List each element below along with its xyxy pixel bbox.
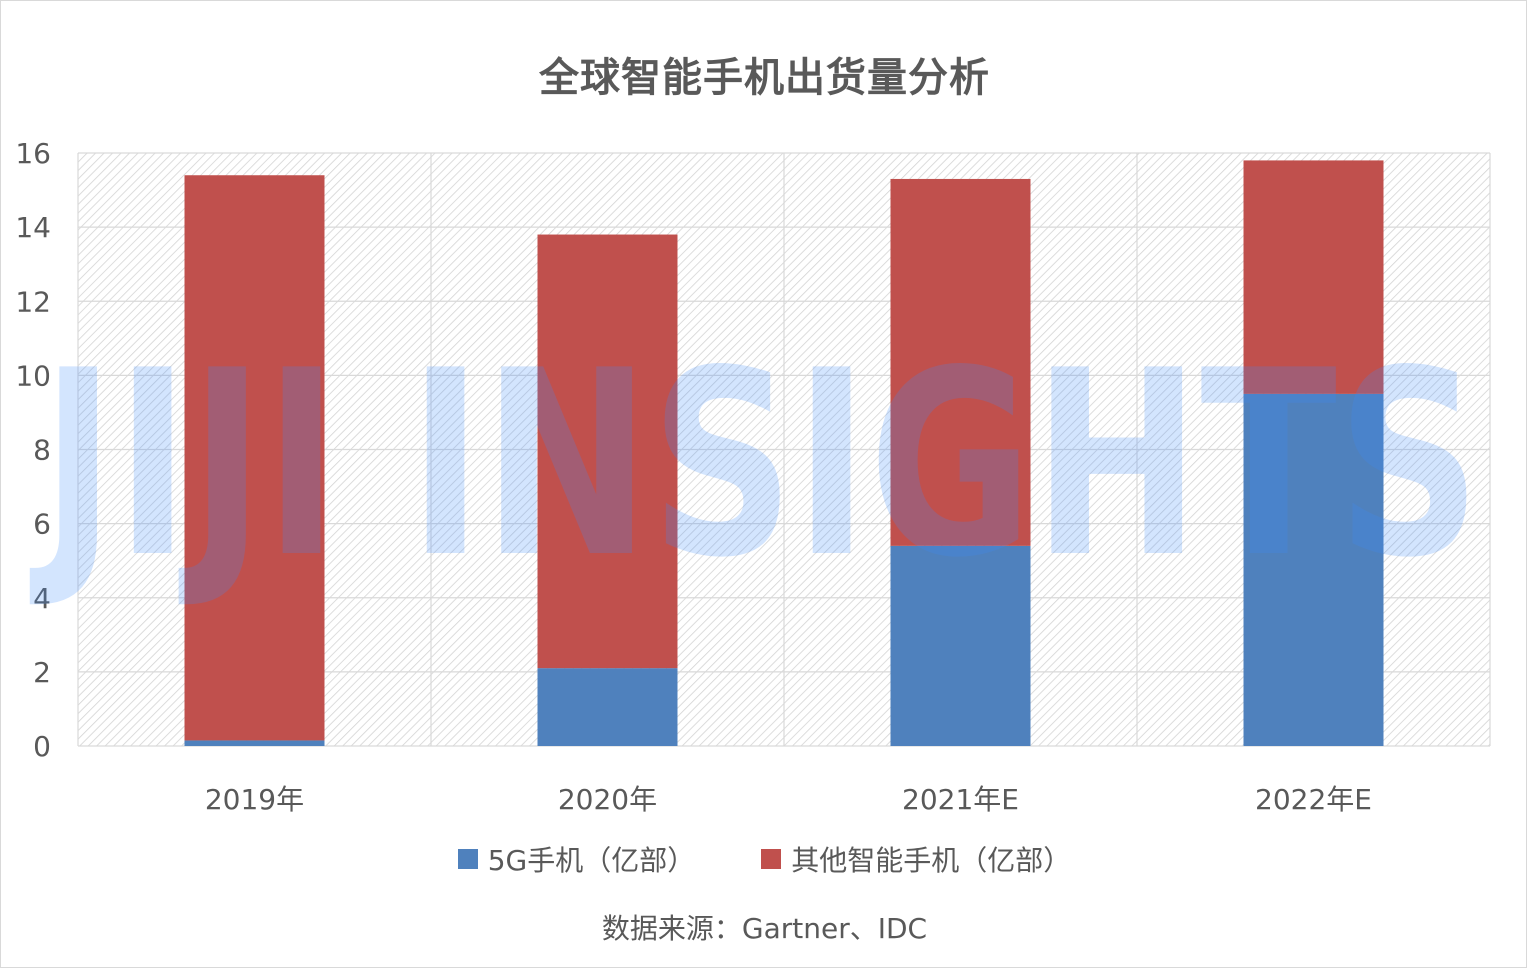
- legend-swatch-5g: [457, 849, 478, 869]
- x-tick-label: 2020年: [558, 783, 657, 816]
- x-tick-label: 2022年E: [1255, 783, 1372, 816]
- chart-source-note: 数据来源：Gartner、IDC: [601, 912, 928, 945]
- x-tick-label: 2021年E: [902, 783, 1019, 816]
- legend-label-5g: 5G手机（亿部）: [487, 844, 696, 877]
- y-tick-label: 16: [15, 137, 51, 170]
- x-tick-label: 2019年: [205, 783, 304, 816]
- watermark-text: JIJI INSIGHTS: [29, 316, 1481, 614]
- y-tick-label: 12: [15, 285, 51, 318]
- y-tick-label: 10: [15, 359, 51, 392]
- bar-other-1: [537, 234, 678, 669]
- bar-other-0: [184, 175, 325, 741]
- bar-other-2: [890, 178, 1031, 546]
- y-tick-label: 4: [33, 582, 51, 615]
- y-tick-label: 0: [33, 730, 51, 763]
- legend-item-other: 其他智能手机（亿部）: [761, 839, 1071, 879]
- y-tick-label: 8: [33, 434, 51, 467]
- y-tick-label: 14: [15, 211, 51, 244]
- y-axis: 0 2 4 6 8 10 12 14 16: [15, 137, 51, 763]
- bar-5g-1: [537, 668, 678, 746]
- y-tick-label: 2: [33, 656, 51, 689]
- chart-legend: 5G手机（亿部） 其他智能手机（亿部）: [1, 839, 1527, 879]
- legend-label-other: 其他智能手机（亿部）: [791, 844, 1072, 877]
- bar-5g-2: [890, 545, 1031, 746]
- legend-swatch-other: [761, 849, 782, 869]
- bar-series: [184, 160, 1384, 746]
- bar-5g-3: [1243, 393, 1384, 746]
- x-axis: 2019年 2020年 2021年E 2022年E: [205, 783, 1372, 816]
- bar-5g-0: [184, 740, 325, 746]
- y-tick-label: 6: [33, 508, 51, 541]
- bar-other-3: [1243, 160, 1384, 394]
- watermark: JIJI INSIGHTS: [29, 316, 1481, 614]
- legend-item-5g: 5G手机（亿部）: [457, 839, 696, 879]
- chart-title: 全球智能手机出货量分析: [539, 55, 990, 101]
